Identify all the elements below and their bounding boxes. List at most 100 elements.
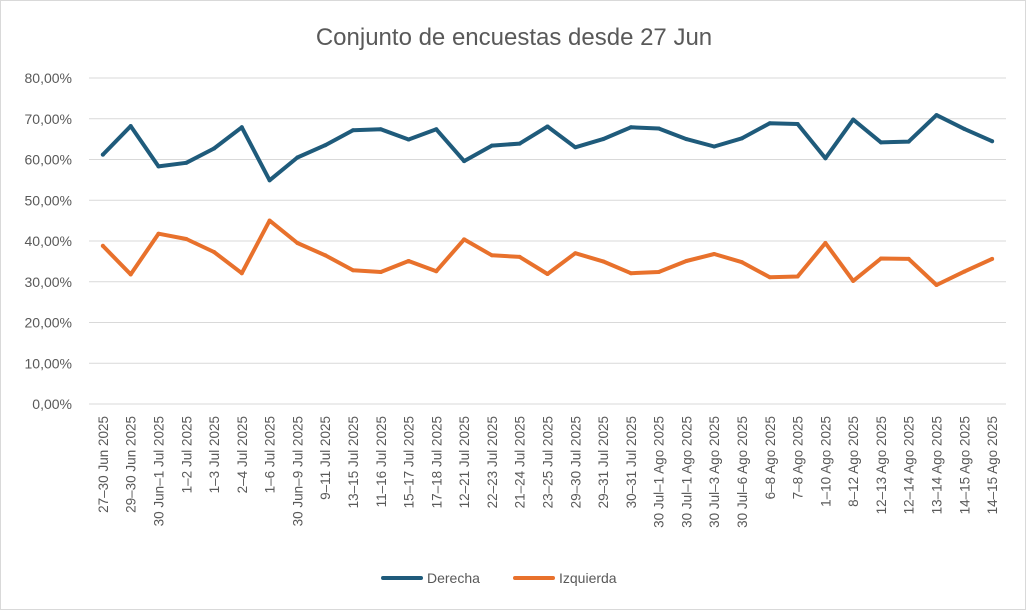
y-tick-label: 10,00% — [25, 355, 72, 371]
data-point-derecha — [823, 156, 828, 161]
data-point-izquierda — [823, 241, 828, 245]
data-point-derecha — [795, 122, 800, 126]
x-tick-label: 12–21 Jul 2025 — [457, 416, 472, 508]
x-tick-label: 21–24 Jul 2025 — [513, 416, 528, 508]
x-tick-label: 14–15 Ago 2025 — [985, 416, 1000, 514]
data-point-derecha — [462, 159, 467, 164]
data-point-izquierda — [156, 231, 161, 236]
y-axis-ticks: 0,00% 10,00% 20,00% 30,00% 40,00% 50,00% 60,00… — [25, 70, 72, 412]
data-point-derecha — [601, 137, 606, 142]
data-point-derecha — [934, 113, 939, 118]
x-tick-label: 1–3 Jul 2025 — [207, 416, 222, 493]
data-point-izquierda — [267, 218, 272, 223]
data-point-derecha — [573, 145, 578, 150]
legend-label-derecha: Derecha — [427, 570, 480, 586]
data-point-derecha — [879, 140, 883, 145]
gridlines — [89, 77, 1006, 405]
x-tick-label: 30 Jun–9 Jul 2025 — [290, 416, 305, 526]
y-tick-label: 40,00% — [25, 233, 72, 249]
y-tick-label: 80,00% — [25, 70, 72, 86]
x-tick-label: 17–18 Jul 2025 — [429, 416, 444, 508]
data-point-izquierda — [767, 275, 772, 280]
data-point-izquierda — [628, 271, 633, 276]
data-point-derecha — [295, 155, 300, 160]
data-point-derecha — [323, 143, 328, 148]
x-tick-label: 11–16 Jul 2025 — [374, 416, 389, 507]
data-point-derecha — [378, 127, 383, 132]
data-point-izquierda — [323, 253, 328, 258]
x-tick-label: 30 Jul–1 Ago 2025 — [652, 416, 667, 528]
data-point-izquierda — [351, 268, 355, 273]
legend-label-izquierda: Izquierda — [559, 570, 617, 586]
data-point-izquierda — [740, 260, 744, 265]
data-point-izquierda — [212, 250, 216, 254]
data-point-izquierda — [406, 259, 411, 263]
data-point-derecha — [406, 137, 411, 142]
x-axis-ticks: 27–30 Jun 2025 29–30 Jun 2025 30 Jun–1 Jul… — [96, 416, 1000, 528]
data-point-derecha — [239, 125, 244, 130]
x-tick-label: 1–6 Jul 2025 — [263, 416, 278, 493]
data-point-derecha — [156, 164, 161, 169]
x-tick-label: 30–31 Jul 2025 — [624, 416, 639, 508]
data-point-derecha — [656, 126, 661, 131]
x-tick-label: 6–8 Ago 2025 — [763, 416, 778, 499]
series-lines — [100, 113, 995, 287]
data-point-izquierda — [906, 256, 911, 261]
x-tick-label: 22–23 Jul 2025 — [485, 416, 500, 508]
y-tick-label: 70,00% — [25, 111, 72, 127]
x-tick-label: 2–4 Jul 2025 — [235, 416, 250, 493]
y-tick-label: 60,00% — [25, 152, 72, 168]
y-tick-label: 50,00% — [25, 192, 72, 208]
data-point-izquierda — [934, 283, 939, 287]
x-tick-label: 15–17 Jul 2025 — [402, 416, 417, 508]
x-tick-label: 8–12 Ago 2025 — [846, 416, 861, 507]
x-tick-label: 30 Jul–6 Ago 2025 — [735, 416, 750, 528]
data-point-izquierda — [378, 270, 383, 274]
x-tick-label: 27–30 Jun 2025 — [96, 416, 111, 513]
data-point-izquierda — [434, 269, 439, 274]
data-point-derecha — [545, 124, 550, 129]
legend-item-derecha: Derecha — [381, 570, 480, 586]
data-point-derecha — [962, 126, 967, 131]
x-tick-label: 23–25 Jul 2025 — [541, 416, 556, 508]
y-tick-label: 0,00% — [32, 396, 72, 412]
x-tick-label: 12–13 Ago 2025 — [874, 416, 889, 514]
data-point-derecha — [184, 160, 189, 165]
x-tick-label: 13–14 Ago 2025 — [930, 416, 945, 514]
x-tick-label: 14–15 Ago 2025 — [957, 416, 972, 514]
legend-item-izquierda: Izquierda — [513, 570, 617, 586]
data-point-izquierda — [684, 259, 689, 263]
x-tick-label: 30 Jul–3 Ago 2025 — [707, 416, 722, 528]
data-point-izquierda — [517, 254, 522, 259]
data-point-izquierda — [990, 256, 995, 261]
data-point-derecha — [489, 143, 494, 148]
data-point-derecha — [517, 141, 522, 146]
data-point-izquierda — [712, 252, 717, 256]
y-tick-label: 20,00% — [25, 315, 72, 331]
x-tick-label: 1–10 Ago 2025 — [818, 416, 833, 507]
data-point-izquierda — [601, 259, 606, 264]
data-point-izquierda — [656, 270, 661, 274]
data-point-izquierda — [128, 272, 133, 277]
data-point-derecha — [740, 136, 744, 141]
data-point-derecha — [267, 178, 272, 183]
data-point-izquierda — [962, 269, 967, 274]
x-tick-label: 29–30 Jul 2025 — [568, 416, 583, 508]
data-point-izquierda — [879, 256, 883, 261]
data-point-derecha — [628, 125, 633, 130]
data-point-izquierda — [184, 237, 189, 241]
data-point-derecha — [767, 121, 772, 126]
data-point-derecha — [351, 128, 355, 133]
data-point-derecha — [128, 124, 133, 129]
x-tick-label: 30 Jun–1 Jul 2025 — [151, 416, 166, 526]
data-point-izquierda — [295, 241, 300, 245]
x-tick-label: 30 Jul–1 Ago 2025 — [679, 416, 694, 528]
data-point-derecha — [712, 144, 717, 149]
data-point-izquierda — [239, 271, 244, 276]
data-point-izquierda — [100, 243, 105, 248]
data-point-izquierda — [795, 274, 800, 279]
data-point-derecha — [990, 139, 995, 144]
x-tick-label: 7–8 Ago 2025 — [791, 416, 806, 499]
